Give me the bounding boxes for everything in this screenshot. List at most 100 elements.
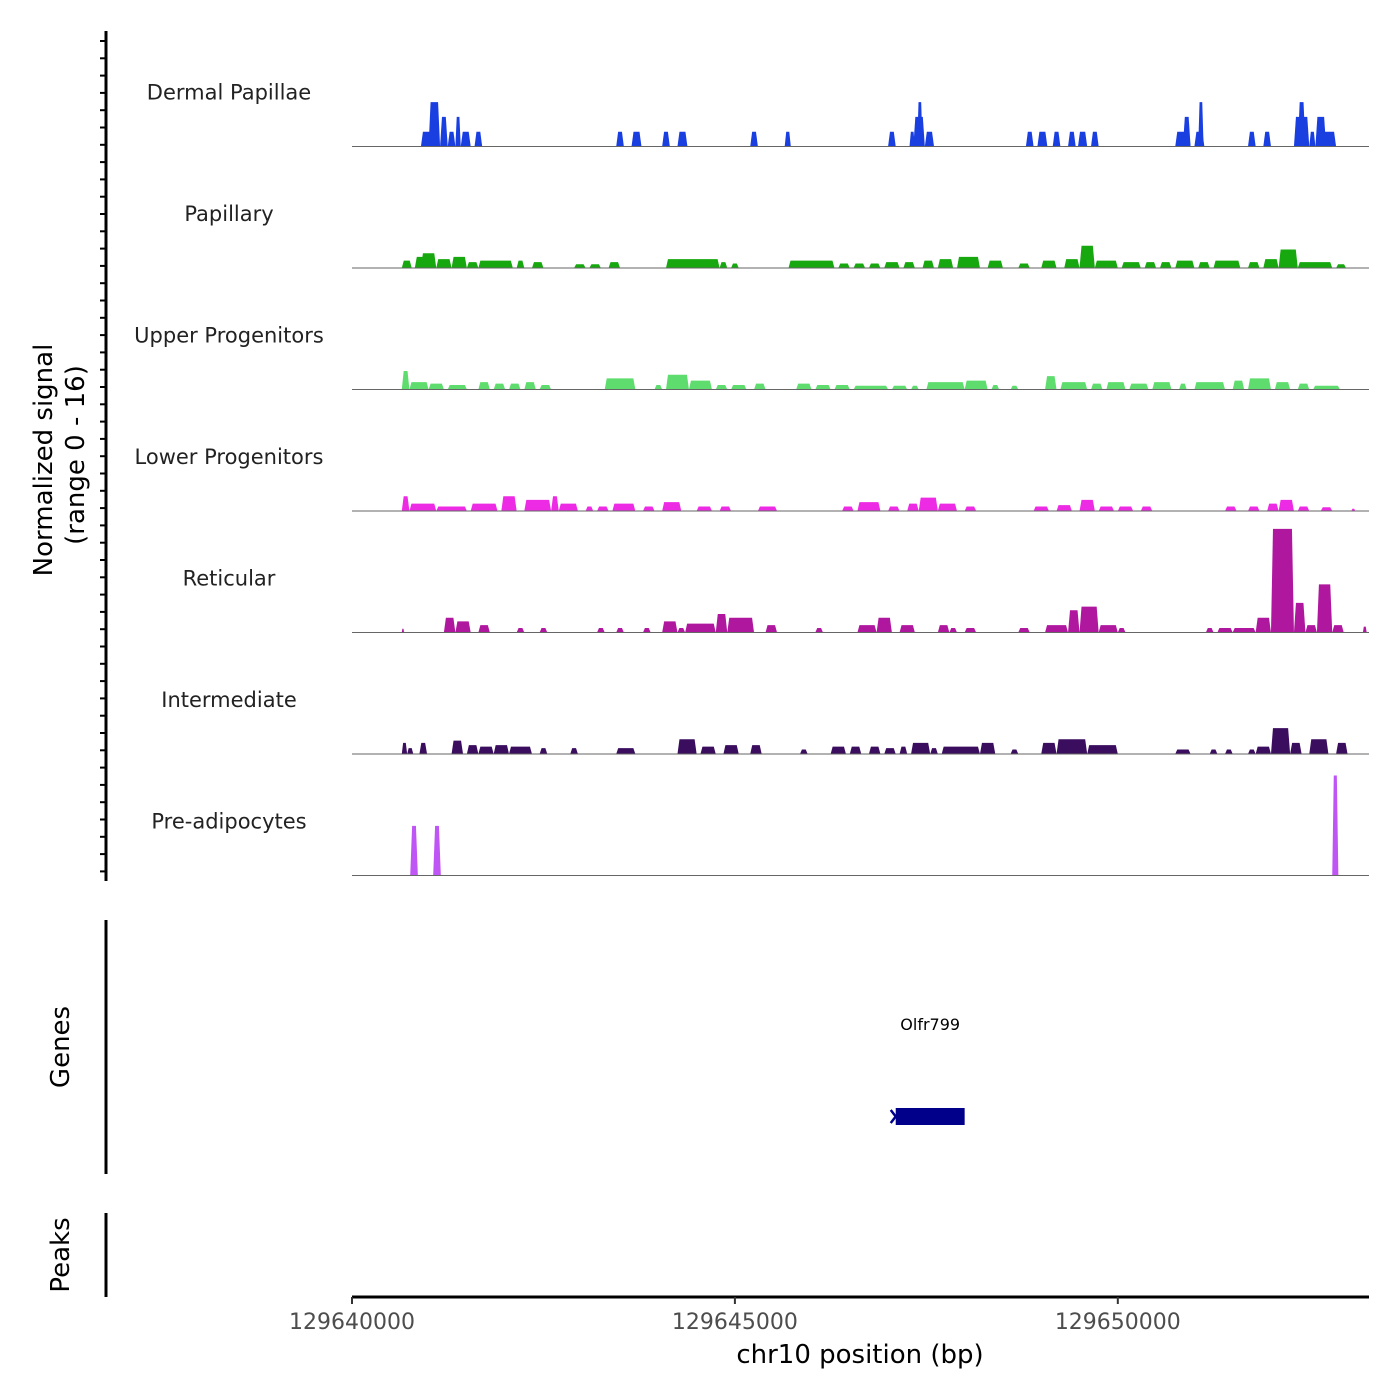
signal-segment [949, 628, 957, 633]
signal-segment [677, 131, 688, 147]
signal-segment [1278, 499, 1294, 511]
signal-segment [1052, 131, 1061, 147]
signal-segment [407, 748, 414, 754]
signal-segment [539, 385, 552, 390]
signal-segment [1033, 506, 1049, 511]
signal-segment [1270, 528, 1294, 633]
signal-segment [1336, 264, 1347, 268]
signal-segment [1248, 131, 1256, 147]
signal-segment [1175, 260, 1195, 268]
signal-segment [1175, 749, 1191, 754]
signal-segment [1336, 742, 1348, 754]
signal-segment [447, 131, 456, 147]
signal-segment [419, 742, 428, 754]
signal-segment [731, 385, 747, 390]
signal-segment [478, 382, 490, 390]
signal-segment [891, 385, 908, 390]
signal-segment [1041, 742, 1057, 754]
signal-segment [884, 748, 896, 754]
track-label: Reticular [183, 567, 276, 591]
signal-segment [1068, 131, 1076, 147]
signal-segment [750, 745, 762, 754]
signal-segment [1209, 749, 1218, 754]
signal-segment [524, 382, 536, 390]
signal-segment [608, 262, 621, 268]
signal-segment [1255, 617, 1271, 633]
signal-segment [815, 628, 823, 633]
signal-segment [597, 628, 605, 633]
signal-segment [903, 262, 915, 268]
genes-panel: Olfr799 [889, 1015, 965, 1125]
signal-segment [1064, 259, 1080, 268]
signal-segment [1098, 625, 1118, 633]
signal-segment [1297, 262, 1333, 268]
signal-segment [410, 825, 418, 876]
signal-segment [1037, 131, 1048, 147]
signal-segment [696, 506, 712, 511]
signal-segment [478, 625, 490, 633]
signal-segment [899, 625, 915, 633]
signal-segment [1332, 625, 1344, 633]
signal-segment [834, 385, 850, 390]
signal-segment [466, 745, 479, 754]
signal-segment [926, 382, 965, 390]
signal-segment [888, 131, 896, 147]
track-label: Papillary [184, 202, 273, 226]
signal-segment [1297, 102, 1306, 147]
signal-segment [570, 748, 578, 754]
signal-segment [654, 385, 663, 390]
signal-segment [433, 825, 441, 876]
signal-segment [723, 745, 739, 754]
signal-segment [922, 260, 935, 268]
signal-segment [1255, 746, 1271, 754]
signal-segment [907, 503, 919, 511]
signal-segment [964, 628, 977, 633]
signal-segment [1305, 625, 1317, 633]
genes-panel-title: Genes [46, 1006, 76, 1088]
signal-segment [677, 628, 686, 633]
peaks-panel-title: Peaks [46, 1217, 76, 1292]
signal-segment [1056, 739, 1088, 754]
signal-segment [731, 263, 739, 268]
signal-segment [1117, 506, 1134, 511]
track-label: Dermal Papillae [147, 81, 311, 105]
signal-segment [662, 502, 682, 511]
signal-segment [941, 746, 980, 754]
signal-segment [677, 739, 697, 754]
signal-segment [1010, 385, 1019, 390]
signal-segment [1263, 131, 1271, 147]
signal-y-ticks [100, 40, 106, 873]
signal-segment [516, 628, 525, 633]
signal-segment [508, 746, 532, 754]
signal-segment [1316, 584, 1333, 633]
gene-label: Olfr799 [900, 1015, 960, 1034]
signal-segment [539, 628, 548, 633]
signal-segment [685, 623, 716, 633]
strand-arrow-icon [889, 1109, 898, 1124]
signal-segment [1060, 382, 1088, 390]
x-tick-label: 129645000 [672, 1310, 798, 1335]
signal-segment [401, 496, 410, 511]
y-axis-title-line2: (range 0 - 16) [61, 365, 91, 545]
signal-segment [455, 621, 471, 633]
signal-segment [1320, 507, 1333, 511]
signal-segment [428, 383, 444, 390]
signal-segment [460, 131, 471, 147]
signal-segment [401, 628, 405, 633]
signal-segment [531, 262, 544, 268]
signal-segment [1362, 626, 1367, 633]
signal-segment [688, 380, 712, 390]
signal-segment [436, 506, 467, 511]
signal-segment [1225, 506, 1237, 511]
signal-segment [524, 499, 552, 511]
signal-segment [727, 617, 755, 633]
signal-segment [409, 503, 437, 511]
signal-segment [501, 496, 517, 511]
signal-segment [1077, 131, 1088, 147]
signal-segment [1056, 505, 1072, 511]
y-axis-title-line1: Normalized signal [29, 344, 59, 577]
signal-segment [956, 256, 980, 268]
signal-segment [597, 506, 609, 511]
signal-segment [1121, 262, 1141, 268]
signal-segment [830, 746, 846, 754]
